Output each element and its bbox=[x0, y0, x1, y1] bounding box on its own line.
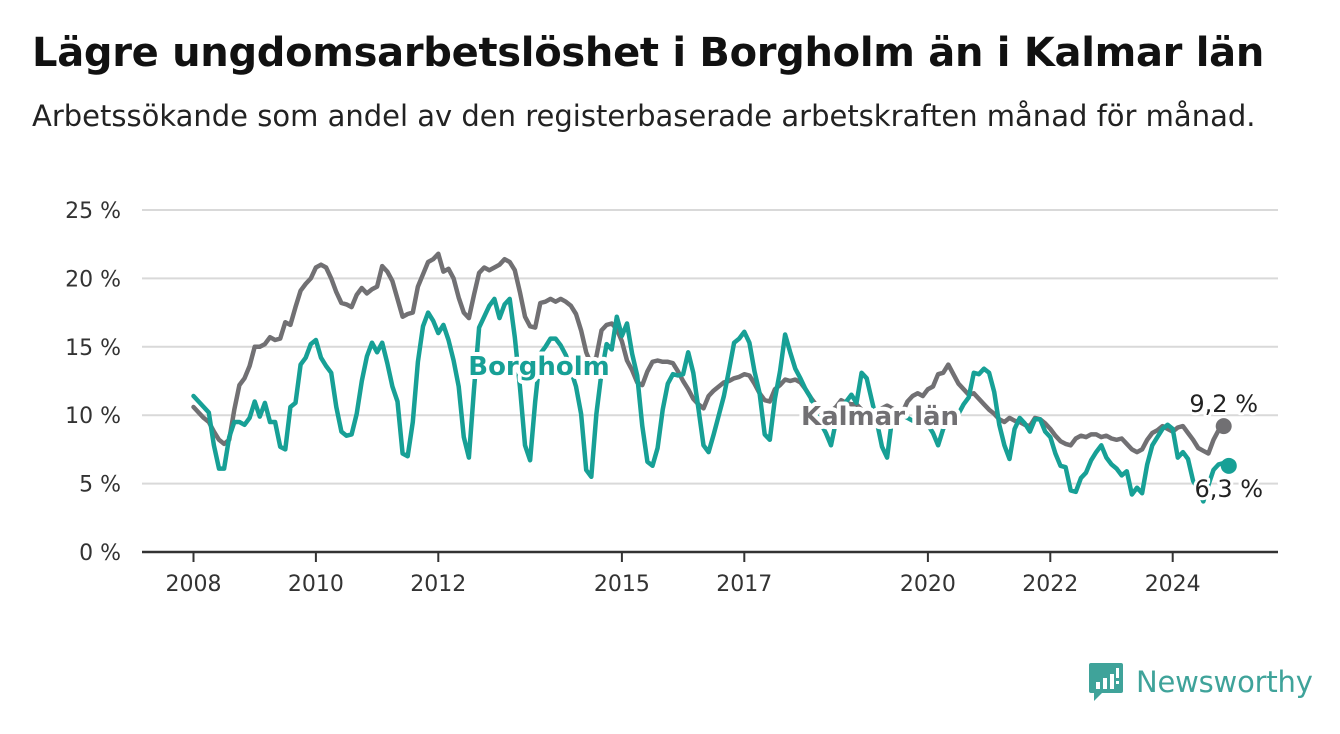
series-lines bbox=[191, 251, 1232, 504]
y-tick-label: 15 % bbox=[65, 336, 121, 361]
x-tick-label: 2012 bbox=[410, 572, 466, 597]
y-tick-label: 25 % bbox=[65, 199, 121, 224]
x-tick-label: 2024 bbox=[1145, 572, 1201, 597]
line-chart: 0 %5 %10 %15 %20 %25 % 2008 2010 2012 2015 2… bbox=[65, 199, 1278, 597]
newsworthy-brand: Newsworthy bbox=[1088, 660, 1313, 704]
x-tick-label: 2010 bbox=[288, 572, 344, 597]
y-tick-label: 20 % bbox=[65, 267, 121, 292]
end-value-label-kalmar-l-n: 9,2 % bbox=[1189, 390, 1258, 418]
series-line-borgholm bbox=[191, 296, 1232, 504]
y-tick-label: 0 % bbox=[79, 541, 121, 566]
x-tick-label: 2017 bbox=[716, 572, 772, 597]
brand-name: Newsworthy bbox=[1136, 665, 1313, 699]
series-labels: 9,2 % Kalmar län 6,3 % Borgholm bbox=[464, 348, 1266, 506]
x-tick-label: 2008 bbox=[166, 572, 222, 597]
x-tick-label: 2020 bbox=[900, 572, 956, 597]
series-label-borgholm: Borgholm bbox=[468, 352, 610, 382]
series-line-kalmar-l-n bbox=[191, 251, 1226, 456]
newsworthy-logo-icon bbox=[1089, 663, 1123, 701]
end-point-kalmar-l-n bbox=[1215, 418, 1232, 435]
chart-subtitle: Arbetssökande som andel av den registerb… bbox=[32, 99, 1256, 133]
series-label-kalmar-l-n: Kalmar län bbox=[801, 402, 959, 432]
y-tick-label: 5 % bbox=[79, 473, 121, 498]
chart-title: Lägre ungdomsarbetslöshet i Borgholm än … bbox=[32, 30, 1265, 76]
x-axis: 2008 2010 2012 2015 2017 2020 2022 2024 bbox=[142, 550, 1278, 597]
x-tick-label: 2015 bbox=[594, 572, 650, 597]
end-point-borgholm bbox=[1220, 457, 1237, 474]
y-tick-label: 10 % bbox=[65, 404, 121, 429]
x-tick-label: 2022 bbox=[1022, 572, 1078, 597]
y-axis-tick-labels: 0 % 5 % 10 % 15 % 20 % 25 % bbox=[65, 199, 121, 566]
end-value-label-borgholm: 6,3 % bbox=[1194, 475, 1263, 503]
